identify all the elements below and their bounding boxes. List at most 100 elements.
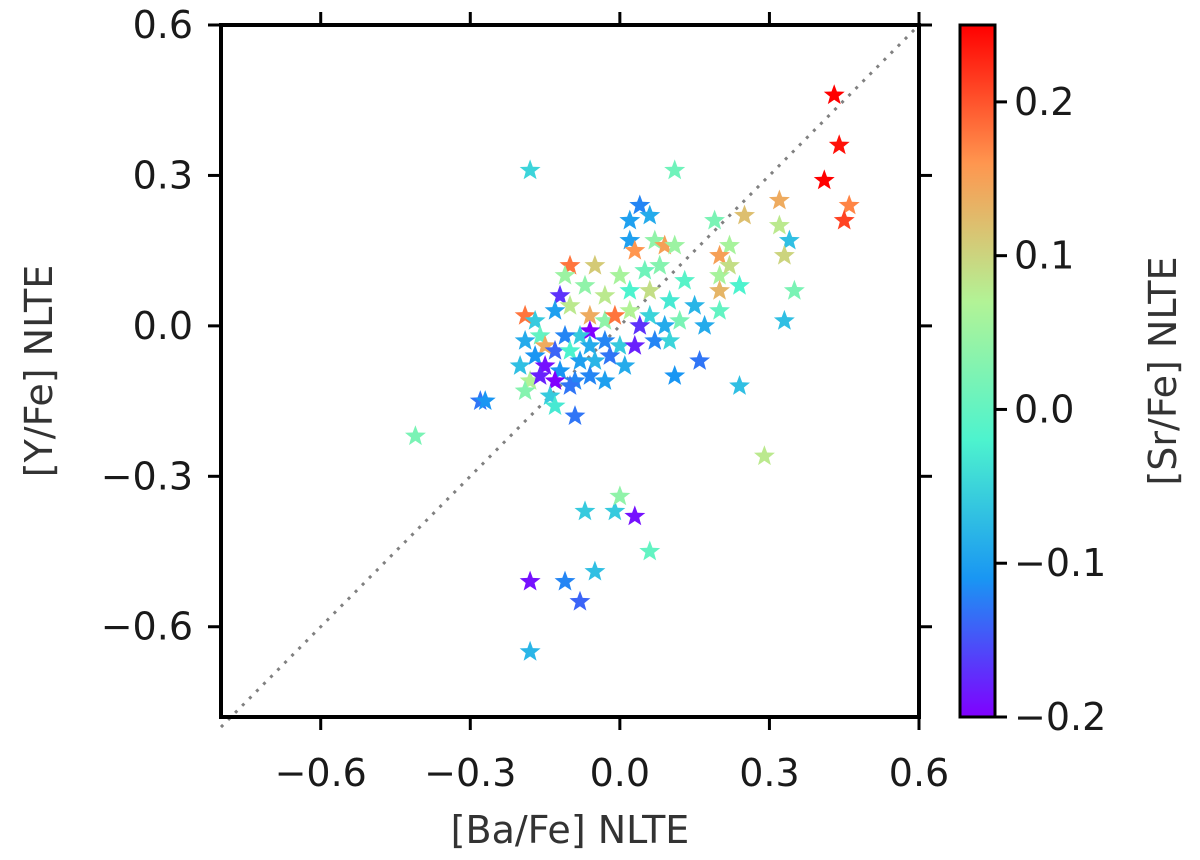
y-tick-label: 0.3	[133, 153, 193, 197]
data-point-73	[644, 329, 666, 350]
data-point-77	[534, 355, 556, 375]
data-point-71	[609, 334, 631, 355]
data-point-74	[659, 329, 681, 350]
data-point-1	[828, 134, 850, 155]
data-point-24	[664, 159, 686, 180]
data-point-85	[544, 370, 566, 390]
data-point-15	[709, 244, 730, 265]
data-point-44	[619, 279, 641, 300]
data-point-18	[709, 279, 730, 300]
data-point-106	[519, 640, 541, 661]
data-point-92	[544, 395, 566, 415]
data-point-28	[619, 209, 641, 230]
y-tick-label: 0.0	[133, 304, 193, 348]
data-point-82	[614, 355, 636, 375]
data-point-5	[768, 189, 790, 210]
data-point-42	[649, 254, 671, 275]
data-point-10	[783, 279, 805, 300]
plot-frame	[219, 23, 921, 719]
data-point-47	[684, 294, 706, 315]
data-point-90	[539, 385, 561, 405]
data-point-93	[564, 405, 586, 425]
data-point-105	[569, 590, 591, 611]
data-point-63	[554, 324, 576, 345]
data-point-99	[609, 485, 631, 506]
data-point-84	[529, 365, 551, 385]
x-axis-label: [Ba/Fe] NLTE	[451, 808, 690, 852]
colorbar-tick-label: 0.0	[1014, 387, 1074, 431]
data-point-51	[524, 309, 546, 330]
data-point-14	[704, 209, 725, 230]
data-point-65	[514, 329, 536, 350]
data-point-60	[604, 304, 626, 325]
data-point-53	[559, 294, 581, 315]
y-axis-label: [Y/Fe] NLTE	[17, 265, 61, 478]
data-point-67	[544, 339, 566, 360]
data-point-75	[509, 355, 531, 375]
data-point-62	[569, 324, 591, 345]
data-points	[405, 84, 860, 661]
data-point-9	[773, 244, 795, 265]
data-point-78	[549, 360, 571, 380]
data-point-98	[604, 500, 626, 521]
data-point-86	[564, 370, 586, 390]
data-point-29	[644, 229, 666, 250]
data-point-7	[768, 214, 790, 235]
data-point-23	[664, 365, 686, 385]
data-point-37	[549, 284, 571, 305]
data-point-91	[559, 375, 581, 395]
data-point-59	[629, 314, 651, 335]
data-point-34	[584, 254, 606, 275]
data-point-52	[544, 299, 566, 320]
x-tick-label: 0.3	[739, 751, 799, 795]
axis-ticks: −0.6 −0.3 0.0 0.3 0.6 −0.6 −0.3 0.0 0.3 0.6	[101, 3, 950, 795]
data-point-102	[584, 560, 606, 581]
data-point-17	[719, 254, 740, 275]
x-tick-label: −0.6	[275, 751, 367, 795]
data-point-68	[559, 339, 581, 360]
data-point-70	[594, 329, 616, 350]
colorbar-ticks: −0.2 −0.1 0.0 0.1 0.2	[995, 80, 1106, 739]
x-tick-label: −0.3	[424, 751, 516, 795]
data-point-19	[709, 299, 730, 320]
colorbar-tick-label: 0.2	[1014, 80, 1074, 124]
data-point-89	[514, 380, 536, 400]
data-point-81	[599, 345, 621, 365]
data-point-27	[639, 204, 661, 225]
data-point-8	[778, 229, 800, 250]
data-point-49	[694, 314, 716, 335]
data-point-26	[629, 194, 651, 215]
data-point-54	[579, 304, 601, 325]
data-point-22	[689, 350, 711, 370]
data-point-101	[639, 540, 661, 561]
data-point-13	[719, 234, 740, 255]
data-point-48	[669, 309, 691, 330]
data-point-3	[838, 194, 860, 215]
y-tick-label: −0.3	[101, 454, 193, 498]
data-point-41	[634, 259, 656, 280]
data-point-56	[619, 299, 641, 320]
data-point-80	[584, 350, 606, 370]
data-point-76	[524, 345, 546, 365]
data-point-6	[734, 204, 755, 225]
colorbar-tick-label: −0.1	[1014, 541, 1106, 585]
data-point-0	[823, 84, 845, 105]
data-point-96	[405, 425, 426, 446]
colorbar-tick-label: 0.1	[1014, 234, 1074, 278]
data-point-50	[514, 304, 536, 325]
data-point-55	[594, 309, 616, 330]
data-point-88	[594, 370, 616, 390]
data-point-40	[609, 264, 631, 285]
data-point-21	[754, 445, 775, 466]
data-point-2	[813, 169, 835, 190]
data-point-33	[624, 239, 646, 260]
data-point-61	[579, 319, 601, 340]
data-point-36	[554, 264, 576, 285]
x-tick-label: 0.0	[590, 751, 650, 795]
data-point-11	[773, 309, 795, 330]
data-point-38	[574, 274, 596, 295]
data-point-83	[519, 370, 541, 390]
data-point-104	[519, 570, 541, 591]
data-point-64	[529, 324, 551, 345]
